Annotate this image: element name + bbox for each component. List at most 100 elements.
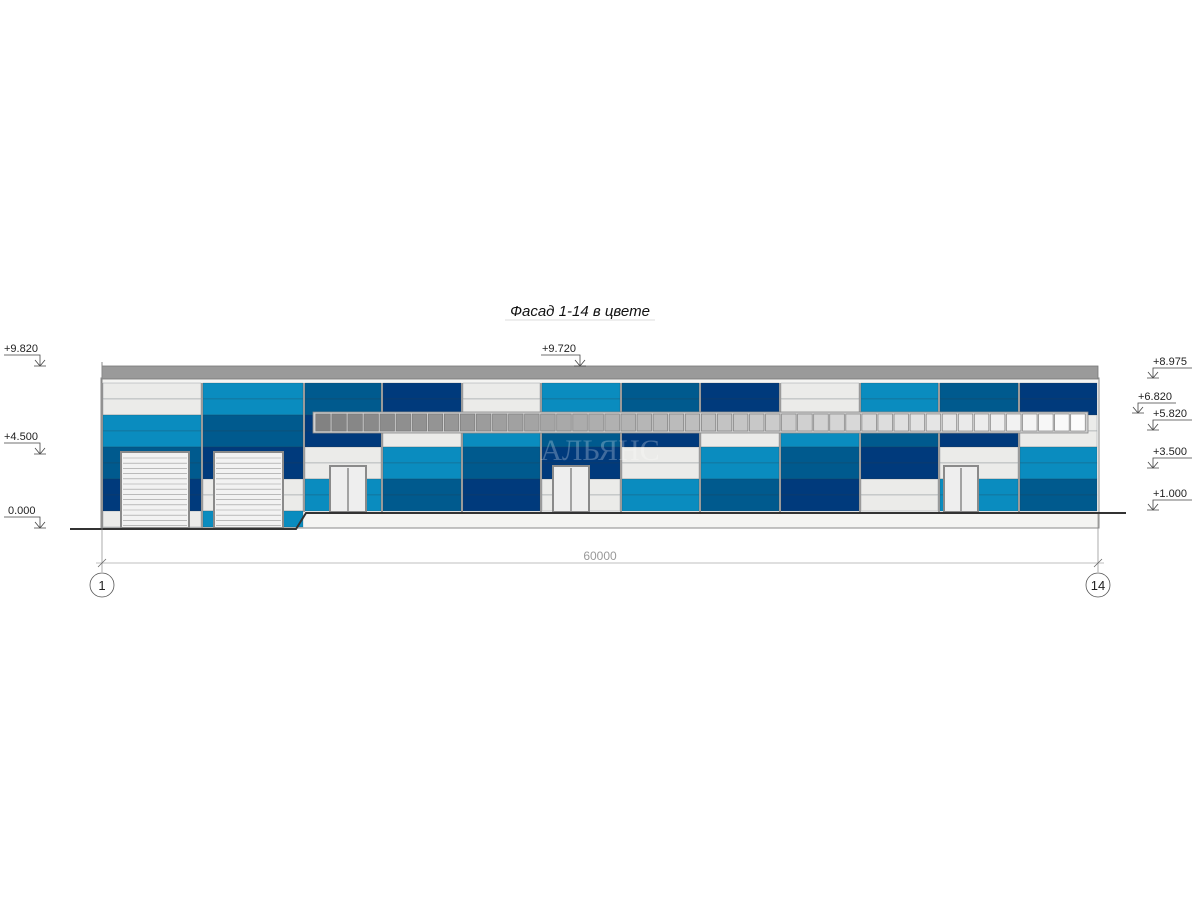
level-mark-icon — [4, 354, 46, 367]
window-pane — [974, 413, 990, 432]
level-mark-icon — [4, 516, 46, 529]
elevation-marker: +9.720 — [541, 343, 586, 367]
wall-panel — [780, 446, 860, 464]
window-pane — [363, 413, 379, 432]
elevation-marker: +6.820 — [1132, 391, 1176, 414]
wall-panel — [860, 494, 939, 512]
window-pane — [861, 413, 877, 432]
window-pane — [813, 413, 829, 432]
wall-panel — [780, 382, 860, 400]
window-pane — [620, 413, 636, 432]
wall-panel — [102, 398, 202, 416]
elevation-label: +8.975 — [1153, 356, 1187, 368]
level-mark-icon — [1147, 457, 1192, 469]
elevation-label: +5.820 — [1153, 408, 1187, 420]
window-pane — [829, 413, 845, 432]
elevation-marker: +4.500 — [4, 431, 46, 455]
elevation-label: +4.500 — [4, 431, 38, 443]
drawing-title: Фасад 1-14 в цвете — [510, 303, 650, 320]
wall-panel — [1019, 462, 1098, 480]
level-mark-icon — [1147, 367, 1192, 379]
wall-panel — [202, 382, 304, 400]
elevation-label: +3.500 — [1153, 446, 1187, 458]
ground-line — [70, 512, 1126, 530]
window-pane — [476, 413, 492, 432]
window-pane — [427, 413, 443, 432]
window-pane — [1006, 413, 1022, 432]
window-pane — [331, 413, 347, 432]
wall-panel — [700, 382, 780, 400]
wall-panel — [1019, 446, 1098, 464]
window-pane — [957, 413, 974, 432]
wall-panel — [102, 382, 202, 400]
wall-panel — [860, 446, 939, 464]
wall-panel — [700, 462, 780, 480]
elevation-marker: 0.000 — [4, 505, 46, 529]
window-pane — [700, 413, 717, 432]
wall-panel — [382, 446, 462, 464]
wall-panel — [860, 382, 939, 400]
wall-panel — [462, 462, 541, 480]
wall-panel — [202, 414, 304, 432]
window-pane — [652, 413, 668, 432]
window-pane — [684, 413, 700, 432]
level-mark-icon — [1147, 419, 1192, 431]
wall-panel — [202, 430, 304, 448]
window-pane — [893, 413, 909, 432]
window-pane — [347, 413, 363, 432]
window-pane — [588, 413, 604, 432]
wall-panel — [700, 494, 780, 512]
elevation-label: +1.000 — [1153, 488, 1187, 500]
wall-panel — [939, 446, 1019, 464]
window-pane — [781, 413, 797, 432]
window-pane — [379, 413, 395, 432]
elevation-marker: +5.820 — [1147, 408, 1192, 431]
wall-panel — [780, 478, 860, 496]
elevation-label: +6.820 — [1138, 391, 1172, 403]
window-pane — [941, 413, 957, 432]
level-mark-icon — [541, 354, 586, 367]
window-pane — [556, 413, 572, 432]
window-pane — [508, 413, 524, 432]
elevation-marker: +9.820 — [4, 343, 46, 367]
building-elevation — [70, 362, 1126, 530]
wall-panel — [202, 398, 304, 416]
wall-panel — [304, 382, 382, 400]
wall-panel — [102, 430, 202, 448]
window-pane — [604, 413, 620, 432]
window-pane — [668, 413, 684, 432]
wall-panel — [621, 478, 700, 496]
window-pane — [395, 413, 411, 432]
wall-panel — [541, 382, 621, 400]
wall-panel — [1019, 494, 1098, 512]
wall-panel — [102, 414, 202, 432]
window-pane — [909, 413, 925, 432]
level-mark-icon — [1147, 499, 1192, 511]
dimension-value: 60000 — [583, 549, 617, 563]
axis-label: 1 — [98, 578, 105, 593]
wall-panel — [700, 446, 780, 464]
window-pane — [315, 413, 331, 432]
elevation-marker: +1.000 — [1147, 488, 1192, 511]
window-pane — [1070, 413, 1086, 432]
wall-panel — [462, 446, 541, 464]
wall-panel — [382, 478, 462, 496]
wall-panel — [700, 478, 780, 496]
dimension-line: 60000 — [96, 514, 1104, 572]
wall-panel — [462, 382, 541, 400]
level-mark-icon — [4, 442, 46, 455]
wall-panel — [382, 494, 462, 512]
axis-label: 14 — [1091, 578, 1105, 593]
window-pane — [636, 413, 652, 432]
window-pane — [765, 413, 781, 432]
wall-panel — [860, 462, 939, 480]
wall-panel — [304, 446, 382, 464]
wall-panel — [382, 382, 462, 400]
wall-panel — [780, 462, 860, 480]
elevation-label: +9.720 — [542, 343, 576, 355]
watermark-logo: АЛЬЯНС — [540, 434, 659, 467]
wall-panel — [462, 478, 541, 496]
window-pane — [1054, 413, 1070, 432]
wall-panel — [462, 494, 541, 512]
window-pane — [492, 413, 508, 432]
